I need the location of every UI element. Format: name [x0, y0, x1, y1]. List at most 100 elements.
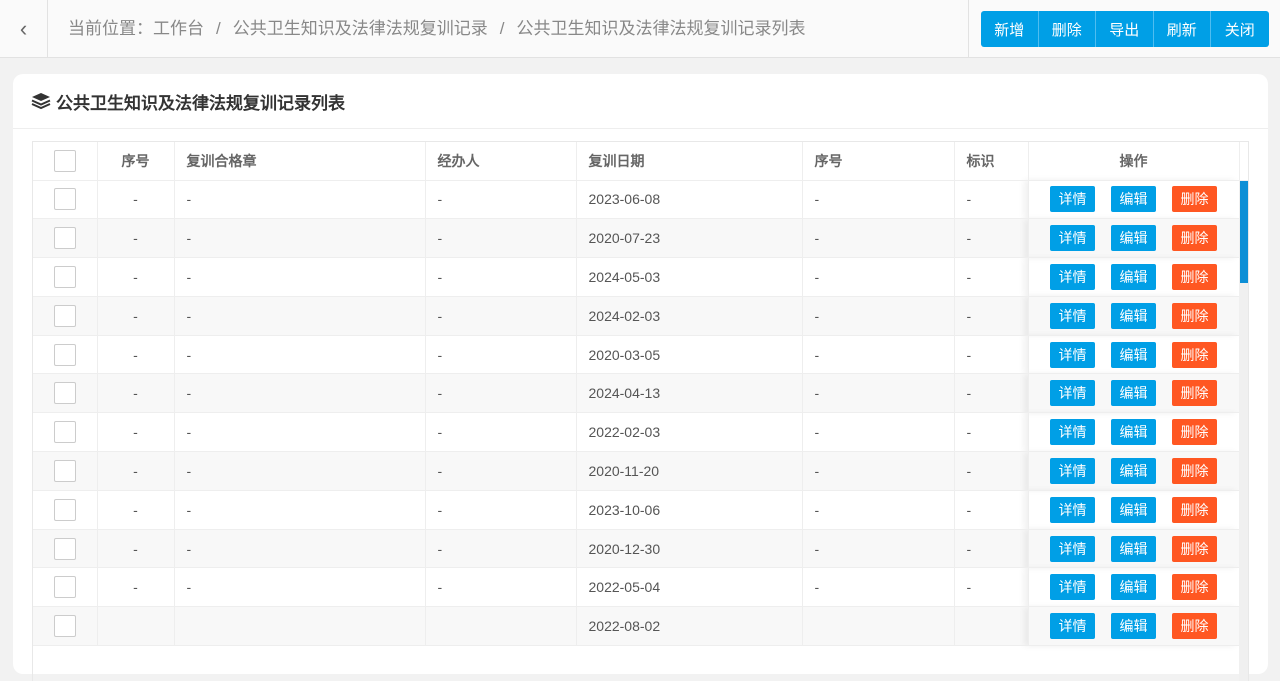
cell-date: 2023-10-06 — [576, 490, 803, 530]
table-row: - - - 2020-03-05 - - 详情 编辑 删除 — [33, 335, 1240, 375]
cell-flag: - — [954, 451, 1029, 491]
cell-no2: - — [802, 373, 955, 414]
cell-no: - — [97, 451, 175, 491]
breadcrumb-separator: / — [499, 19, 505, 38]
cell-actions: 详情 编辑 删除 — [1028, 373, 1240, 414]
row-delete-button[interactable]: 删除 — [1172, 225, 1217, 252]
refresh-button[interactable]: 刷新 — [1153, 11, 1211, 47]
detail-button[interactable]: 详情 — [1050, 535, 1095, 562]
table-row: 2022-08-02 详情 编辑 删除 — [33, 606, 1240, 647]
row-delete-button[interactable]: 删除 — [1172, 419, 1217, 446]
row-delete-button[interactable]: 删除 — [1172, 613, 1217, 640]
cell-date: 2024-02-03 — [576, 296, 803, 336]
edit-button[interactable]: 编辑 — [1111, 186, 1156, 213]
row-checkbox[interactable] — [53, 421, 76, 444]
cell-actions: 详情 编辑 删除 — [1028, 606, 1240, 647]
edit-button[interactable]: 编辑 — [1111, 574, 1156, 601]
row-checkbox[interactable] — [53, 304, 76, 327]
layers-icon — [31, 93, 51, 110]
row-delete-button[interactable]: 删除 — [1172, 457, 1217, 484]
row-checkbox[interactable] — [53, 615, 76, 638]
cell-stamp: - — [174, 335, 426, 375]
table-row: - - - 2024-02-03 - - 详情 编辑 删除 — [33, 296, 1240, 336]
cell-stamp: - — [174, 218, 426, 259]
cell-flag — [954, 606, 1029, 647]
scrollbar-track[interactable] — [1239, 180, 1248, 681]
row-checkbox[interactable] — [53, 498, 76, 521]
cell-no: - — [97, 335, 175, 375]
row-checkbox[interactable] — [53, 382, 76, 405]
row-delete-button[interactable]: 删除 — [1172, 263, 1217, 290]
row-delete-button[interactable]: 删除 — [1172, 302, 1217, 329]
row-delete-button[interactable]: 删除 — [1172, 341, 1217, 368]
add-button[interactable]: 新增 — [981, 11, 1039, 47]
cell-no: - — [97, 296, 175, 336]
breadcrumb-item[interactable]: 公共卫生知识及法律法规复训记录 — [232, 19, 488, 38]
row-checkbox[interactable] — [53, 459, 76, 482]
table-row: - - - 2024-04-13 - - 详情 编辑 删除 — [33, 373, 1240, 414]
table-row: - - - 2023-06-08 - - 详情 编辑 删除 — [33, 180, 1240, 220]
column-header[interactable]: 序号 — [802, 142, 955, 181]
export-button[interactable]: 导出 — [1096, 11, 1154, 47]
detail-button[interactable]: 详情 — [1050, 186, 1095, 213]
detail-button[interactable]: 详情 — [1050, 341, 1095, 368]
back-button[interactable]: ‹ — [0, 0, 48, 57]
breadcrumb-item[interactable]: 工作台 — [153, 19, 204, 38]
row-checkbox[interactable] — [53, 227, 76, 250]
cell-handler: - — [425, 296, 577, 336]
detail-button[interactable]: 详情 — [1050, 225, 1095, 252]
divider — [968, 0, 969, 57]
row-checkbox[interactable] — [53, 188, 76, 211]
edit-button[interactable]: 编辑 — [1111, 613, 1156, 640]
delete-button[interactable]: 删除 — [1038, 11, 1096, 47]
column-header[interactable]: 序号 — [97, 142, 175, 181]
table-row: - - - 2022-02-03 - - 详情 编辑 删除 — [33, 412, 1240, 453]
edit-button[interactable]: 编辑 — [1111, 263, 1156, 290]
row-checkbox[interactable] — [53, 576, 76, 599]
row-delete-button[interactable]: 删除 — [1172, 535, 1217, 562]
cell-flag: - — [954, 490, 1029, 530]
cell-actions: 详情 编辑 删除 — [1028, 529, 1240, 569]
detail-button[interactable]: 详情 — [1050, 419, 1095, 446]
detail-button[interactable]: 详情 — [1050, 302, 1095, 329]
cell-date: 2022-08-02 — [576, 606, 803, 647]
cell-date: 2023-06-08 — [576, 180, 803, 220]
breadcrumb: 当前位置：工作台 / 公共卫生知识及法律法规复训记录 / 公共卫生知识及法律法规复训记录… — [68, 0, 805, 57]
cell-actions: 详情 编辑 删除 — [1028, 567, 1240, 608]
top-bar: ‹ 当前位置：工作台 / 公共卫生知识及法律法规复训记录 / 公共卫生知识及法律法规复训… — [0, 0, 1280, 58]
edit-button[interactable]: 编辑 — [1111, 341, 1156, 368]
edit-button[interactable]: 编辑 — [1111, 419, 1156, 446]
edit-button[interactable]: 编辑 — [1111, 535, 1156, 562]
detail-button[interactable]: 详情 — [1050, 263, 1095, 290]
detail-button[interactable]: 详情 — [1050, 574, 1095, 601]
detail-button[interactable]: 详情 — [1050, 380, 1095, 407]
column-header[interactable]: 标识 — [954, 142, 1029, 181]
cell-no: - — [97, 529, 175, 569]
row-delete-button[interactable]: 删除 — [1172, 186, 1217, 213]
row-delete-button[interactable]: 删除 — [1172, 380, 1217, 407]
table-row: - - - 2022-05-04 - - 详情 编辑 删除 — [33, 567, 1240, 608]
row-checkbox[interactable] — [53, 343, 76, 366]
cell-no: - — [97, 490, 175, 530]
edit-button[interactable]: 编辑 — [1111, 457, 1156, 484]
detail-button[interactable]: 详情 — [1050, 613, 1095, 640]
cell-handler: - — [425, 257, 577, 297]
detail-button[interactable]: 详情 — [1050, 496, 1095, 523]
detail-button[interactable]: 详情 — [1050, 457, 1095, 484]
edit-button[interactable]: 编辑 — [1111, 225, 1156, 252]
cell-no2: - — [802, 335, 955, 375]
row-checkbox[interactable] — [53, 537, 76, 560]
edit-button[interactable]: 编辑 — [1111, 380, 1156, 407]
close-button[interactable]: 关闭 — [1211, 11, 1269, 47]
column-header[interactable]: 复训日期 — [576, 142, 803, 181]
edit-button[interactable]: 编辑 — [1111, 496, 1156, 523]
cell-no: - — [97, 412, 175, 453]
row-delete-button[interactable]: 删除 — [1172, 496, 1217, 523]
row-checkbox[interactable] — [53, 265, 76, 288]
scrollbar-thumb[interactable] — [1240, 181, 1248, 283]
column-header[interactable]: 复训合格章 — [174, 142, 426, 181]
select-all-checkbox[interactable] — [53, 149, 76, 172]
edit-button[interactable]: 编辑 — [1111, 302, 1156, 329]
row-delete-button[interactable]: 删除 — [1172, 574, 1217, 601]
column-header[interactable]: 经办人 — [425, 142, 577, 181]
